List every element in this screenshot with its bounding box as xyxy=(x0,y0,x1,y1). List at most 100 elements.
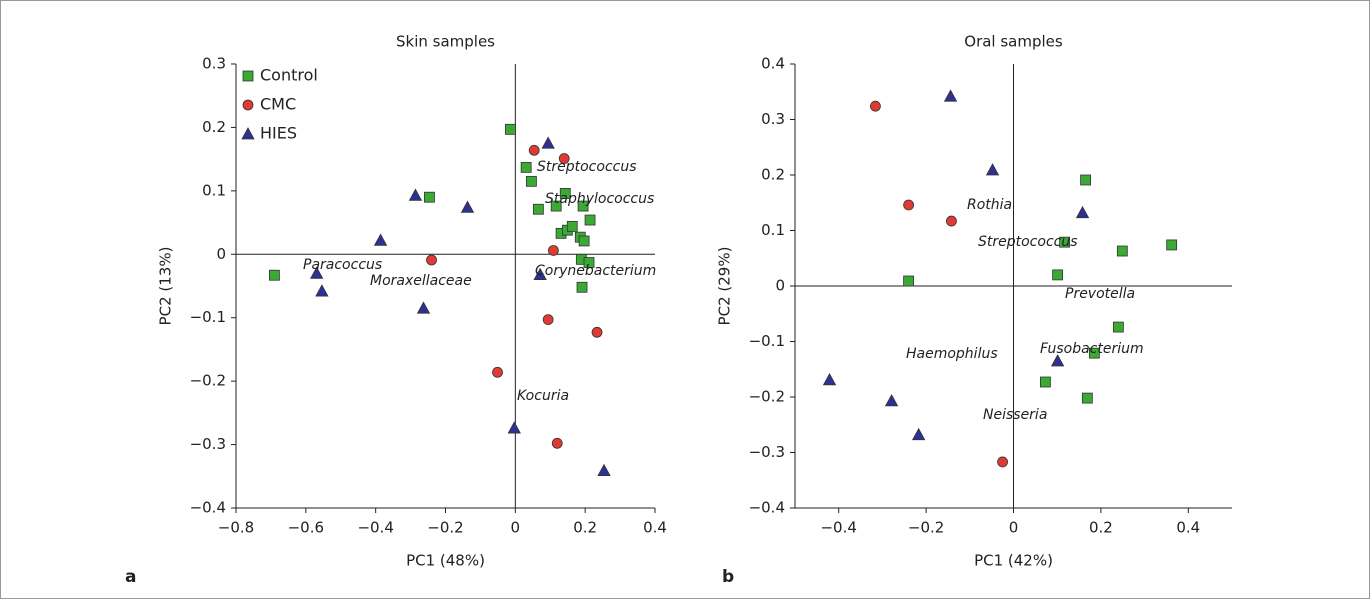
y-tick-label: 0.3 xyxy=(202,55,226,73)
legend-marker xyxy=(241,127,255,140)
chart-title: Oral samples xyxy=(964,33,1063,51)
panel-label: b xyxy=(722,567,734,587)
point xyxy=(551,437,563,449)
y-tick-label: −0.3 xyxy=(749,443,785,461)
annotation: Haemophilus xyxy=(906,346,998,362)
point xyxy=(533,267,547,280)
point xyxy=(408,188,423,201)
point xyxy=(1059,236,1071,248)
point xyxy=(542,314,554,326)
y-tick-label: −0.3 xyxy=(190,435,226,453)
point xyxy=(309,266,324,279)
point xyxy=(566,220,578,232)
point xyxy=(884,394,899,407)
point xyxy=(870,100,881,112)
point xyxy=(505,123,516,135)
point xyxy=(492,366,503,378)
point xyxy=(528,144,540,156)
y-axis-label: PC2 (29%) xyxy=(716,247,734,326)
point xyxy=(1112,321,1124,333)
annotation: Rothia xyxy=(967,197,1012,213)
point xyxy=(822,372,837,386)
annotation: Corynebacterium xyxy=(535,263,656,279)
x-tick-label: 0 xyxy=(1009,519,1019,537)
legend-label: CMC xyxy=(260,95,296,114)
y-tick-label: 0.1 xyxy=(202,181,226,199)
y-tick-label: 0 xyxy=(216,245,226,263)
annotation: Moraxellaceae xyxy=(370,273,472,289)
legend-label: Control xyxy=(260,66,318,85)
point xyxy=(943,89,958,102)
point xyxy=(520,161,532,173)
x-tick-label: −0.2 xyxy=(427,519,463,537)
y-tick-label: −0.4 xyxy=(190,499,226,517)
y-tick-label: 0 xyxy=(775,277,785,295)
point xyxy=(426,254,437,266)
point xyxy=(578,235,590,247)
x-axis-label: PC1 (42%) xyxy=(974,552,1053,570)
point xyxy=(985,163,1000,176)
x-tick-label: −0.2 xyxy=(908,519,944,537)
point xyxy=(583,257,595,268)
y-tick-label: −0.1 xyxy=(190,308,226,326)
annotation: Fusobacterium xyxy=(1040,341,1144,357)
x-tick-label: 0.2 xyxy=(573,519,597,537)
point xyxy=(591,326,603,338)
annotation: Prevotella xyxy=(1065,286,1135,302)
point xyxy=(541,136,555,149)
point xyxy=(532,203,544,215)
point xyxy=(577,200,589,212)
y-tick-label: −0.2 xyxy=(749,388,785,406)
legend-marker xyxy=(242,99,254,111)
point xyxy=(1052,269,1064,281)
point xyxy=(1050,354,1065,367)
x-tick-label: 0.4 xyxy=(1176,519,1200,537)
annotation: Paracoccus xyxy=(303,257,382,273)
point xyxy=(903,199,915,211)
point xyxy=(559,187,571,199)
x-tick-label: 0.2 xyxy=(1089,519,1113,537)
point xyxy=(558,153,570,164)
point xyxy=(903,275,915,287)
point xyxy=(997,456,1008,468)
x-tick-label: −0.6 xyxy=(288,519,324,537)
point xyxy=(424,191,435,203)
point xyxy=(1116,245,1128,257)
annotation: Kocuria xyxy=(517,388,569,404)
point xyxy=(269,269,280,281)
legend-label: HIES xyxy=(260,124,297,143)
point xyxy=(1166,239,1178,251)
point xyxy=(584,214,596,226)
point xyxy=(525,175,537,187)
point xyxy=(1081,392,1093,404)
y-tick-label: −0.4 xyxy=(749,499,785,517)
point xyxy=(550,200,562,212)
x-axis-label: PC1 (48%) xyxy=(406,552,485,570)
x-tick-label: −0.8 xyxy=(218,519,254,537)
point xyxy=(576,281,588,293)
y-tick-label: −0.1 xyxy=(749,332,785,350)
point xyxy=(507,421,521,434)
y-axis-label: PC2 (13%) xyxy=(157,247,175,326)
y-tick-label: 0.4 xyxy=(761,55,785,73)
y-tick-label: 0.2 xyxy=(761,166,785,184)
point xyxy=(1080,174,1092,186)
x-tick-label: 0.4 xyxy=(643,519,667,537)
annotation: Staphylococcus xyxy=(545,191,654,207)
y-tick-label: −0.2 xyxy=(190,372,226,390)
point xyxy=(315,284,329,297)
point xyxy=(911,427,926,441)
x-tick-label: 0 xyxy=(511,519,521,537)
annotation: Streptococcus xyxy=(537,159,637,175)
point xyxy=(1075,205,1090,219)
y-tick-label: 0.2 xyxy=(202,118,226,136)
chart-title: Skin samples xyxy=(396,33,495,51)
x-tick-label: −0.4 xyxy=(357,519,393,537)
point xyxy=(460,200,475,213)
point xyxy=(416,301,431,314)
x-tick-label: −0.4 xyxy=(820,519,856,537)
annotation: Neisseria xyxy=(983,407,1047,423)
point xyxy=(1088,347,1100,359)
point xyxy=(547,245,559,256)
